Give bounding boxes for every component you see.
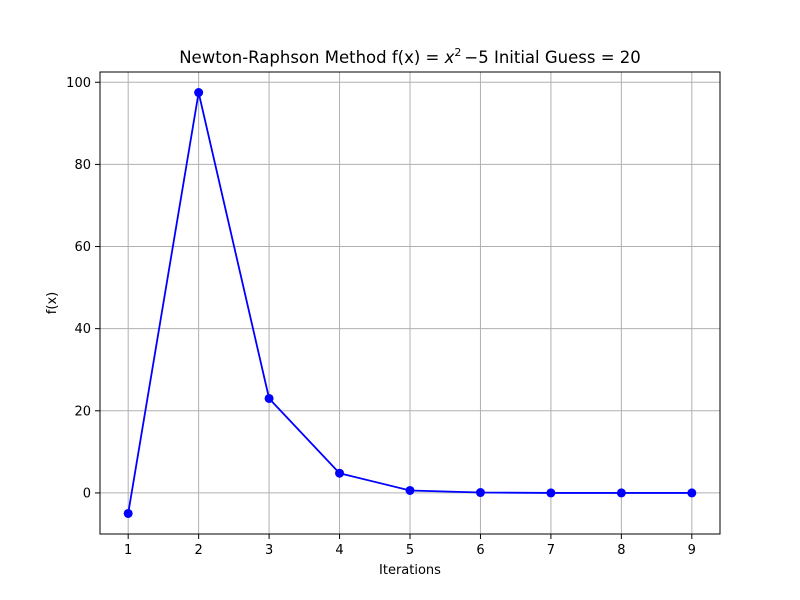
- title-exponent: 2: [454, 46, 461, 59]
- y-tick-label: 40: [74, 322, 91, 337]
- y-axis: 0 20 40 60 80 100: [66, 76, 100, 501]
- x-tick-label: 7: [547, 543, 555, 558]
- x-tick-label: 4: [335, 543, 343, 558]
- title-minus: −5: [464, 48, 488, 67]
- data-point: [546, 488, 556, 498]
- chart-title: Newton-Raphson Method f(x) = x2 −5 Initia…: [179, 46, 641, 67]
- y-axis-label: f(x): [45, 292, 60, 314]
- x-axis: 1 2 3 4 5 6 7 8 9: [124, 534, 696, 558]
- data-point: [405, 485, 415, 495]
- data-point: [194, 88, 204, 98]
- data-point: [264, 393, 274, 403]
- y-tick-label: 100: [66, 76, 91, 91]
- x-axis-label: Iterations: [379, 563, 441, 578]
- data-point: [616, 488, 626, 498]
- y-tick-label: 80: [74, 158, 91, 173]
- x-tick-label: 3: [265, 543, 273, 558]
- x-tick-label: 1: [124, 543, 132, 558]
- y-tick-label: 20: [74, 404, 91, 419]
- data-point: [687, 488, 697, 498]
- x-tick-label: 2: [194, 543, 202, 558]
- x-tick-label: 9: [688, 543, 696, 558]
- x-tick-label: 8: [617, 543, 625, 558]
- data-point: [123, 508, 133, 518]
- y-tick-label: 0: [83, 486, 91, 501]
- y-tick-label: 60: [74, 240, 91, 255]
- data-point: [475, 488, 485, 498]
- grid: [100, 72, 720, 534]
- x-tick-label: 5: [406, 543, 414, 558]
- data-point: [335, 468, 345, 478]
- title-variable: x: [444, 48, 455, 67]
- x-tick-label: 6: [476, 543, 484, 558]
- series-group: [123, 88, 697, 518]
